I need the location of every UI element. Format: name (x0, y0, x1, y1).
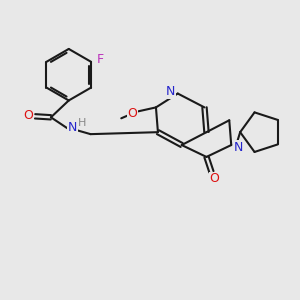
Text: O: O (23, 109, 33, 122)
Text: N: N (233, 140, 243, 154)
Text: O: O (127, 107, 137, 120)
Text: O: O (209, 172, 219, 185)
Text: H: H (77, 118, 86, 128)
Text: N: N (68, 121, 77, 134)
Text: F: F (96, 53, 103, 66)
Text: N: N (166, 85, 176, 98)
